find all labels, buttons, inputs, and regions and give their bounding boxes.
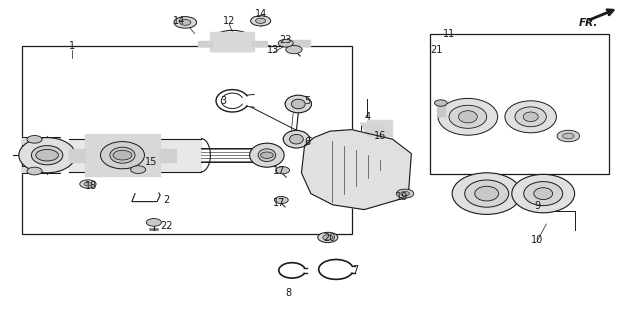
Polygon shape xyxy=(252,41,267,46)
Circle shape xyxy=(131,166,146,173)
Circle shape xyxy=(482,181,491,185)
Text: 16: 16 xyxy=(374,131,386,141)
Circle shape xyxy=(180,20,191,25)
Text: 7: 7 xyxy=(352,265,358,276)
Text: FR.: FR. xyxy=(579,18,598,28)
Text: 10: 10 xyxy=(531,235,543,245)
Circle shape xyxy=(27,136,42,143)
Polygon shape xyxy=(69,149,85,162)
Text: 4: 4 xyxy=(364,112,371,122)
Ellipse shape xyxy=(438,99,497,135)
Polygon shape xyxy=(367,120,392,136)
Ellipse shape xyxy=(31,146,63,165)
Text: 11: 11 xyxy=(443,28,455,39)
Polygon shape xyxy=(437,103,445,116)
Circle shape xyxy=(528,185,536,189)
Circle shape xyxy=(80,180,96,188)
Circle shape xyxy=(174,17,197,28)
Ellipse shape xyxy=(465,180,509,207)
Ellipse shape xyxy=(19,138,75,173)
Text: 15: 15 xyxy=(144,156,157,167)
Text: 19: 19 xyxy=(396,192,408,202)
Circle shape xyxy=(323,235,333,240)
Circle shape xyxy=(278,39,293,47)
Polygon shape xyxy=(160,149,176,162)
Ellipse shape xyxy=(290,134,303,144)
Polygon shape xyxy=(301,130,411,210)
Bar xyxy=(22,46,352,234)
Text: 14: 14 xyxy=(173,16,185,26)
Circle shape xyxy=(500,191,509,196)
Text: 14: 14 xyxy=(254,9,267,20)
Text: 22: 22 xyxy=(160,220,173,231)
Ellipse shape xyxy=(458,111,477,123)
Bar xyxy=(430,34,609,174)
Circle shape xyxy=(450,110,457,114)
Circle shape xyxy=(261,152,273,158)
Ellipse shape xyxy=(283,131,310,148)
Circle shape xyxy=(464,124,472,128)
Polygon shape xyxy=(210,32,254,51)
Polygon shape xyxy=(22,166,60,173)
Text: 1: 1 xyxy=(69,41,75,52)
Ellipse shape xyxy=(110,147,135,163)
Circle shape xyxy=(528,198,536,202)
Ellipse shape xyxy=(452,173,521,214)
Polygon shape xyxy=(85,134,160,176)
Ellipse shape xyxy=(258,149,276,162)
Circle shape xyxy=(551,198,558,202)
Circle shape xyxy=(84,182,92,186)
Text: 17: 17 xyxy=(273,198,286,208)
Polygon shape xyxy=(198,41,212,46)
Circle shape xyxy=(396,189,414,198)
Circle shape xyxy=(479,110,486,114)
Circle shape xyxy=(401,191,409,196)
Text: 20: 20 xyxy=(323,233,336,244)
Text: 8: 8 xyxy=(286,288,292,298)
Text: 23: 23 xyxy=(279,35,292,45)
Text: 12: 12 xyxy=(223,16,236,26)
Circle shape xyxy=(563,133,574,139)
Polygon shape xyxy=(22,137,60,145)
Ellipse shape xyxy=(523,112,538,122)
Circle shape xyxy=(482,202,491,206)
Circle shape xyxy=(286,45,302,54)
Polygon shape xyxy=(69,139,201,172)
Circle shape xyxy=(36,149,58,161)
Circle shape xyxy=(318,232,338,243)
Text: 21: 21 xyxy=(430,44,443,55)
Ellipse shape xyxy=(505,101,556,133)
Circle shape xyxy=(146,219,161,226)
Circle shape xyxy=(251,16,271,26)
Circle shape xyxy=(113,150,132,160)
Text: 9: 9 xyxy=(534,201,540,212)
Ellipse shape xyxy=(524,182,563,206)
Text: 5: 5 xyxy=(305,96,311,106)
Text: 6: 6 xyxy=(305,137,311,148)
Ellipse shape xyxy=(100,141,144,169)
Text: 18: 18 xyxy=(85,180,97,191)
Ellipse shape xyxy=(249,143,284,167)
Ellipse shape xyxy=(515,107,546,127)
Polygon shape xyxy=(286,40,310,46)
Ellipse shape xyxy=(534,188,553,200)
Ellipse shape xyxy=(449,105,487,128)
Text: 17: 17 xyxy=(273,166,286,176)
Text: 2: 2 xyxy=(163,195,170,205)
Circle shape xyxy=(435,100,447,106)
Text: 3: 3 xyxy=(220,96,226,106)
Ellipse shape xyxy=(285,95,311,113)
Text: 13: 13 xyxy=(267,44,279,55)
Ellipse shape xyxy=(512,174,575,213)
Circle shape xyxy=(274,196,288,204)
Circle shape xyxy=(551,185,558,189)
Ellipse shape xyxy=(475,186,499,201)
Circle shape xyxy=(465,191,474,196)
Circle shape xyxy=(276,167,290,174)
Circle shape xyxy=(557,130,580,142)
Circle shape xyxy=(256,18,266,23)
Ellipse shape xyxy=(291,99,305,109)
Polygon shape xyxy=(361,123,392,136)
Circle shape xyxy=(27,167,42,175)
